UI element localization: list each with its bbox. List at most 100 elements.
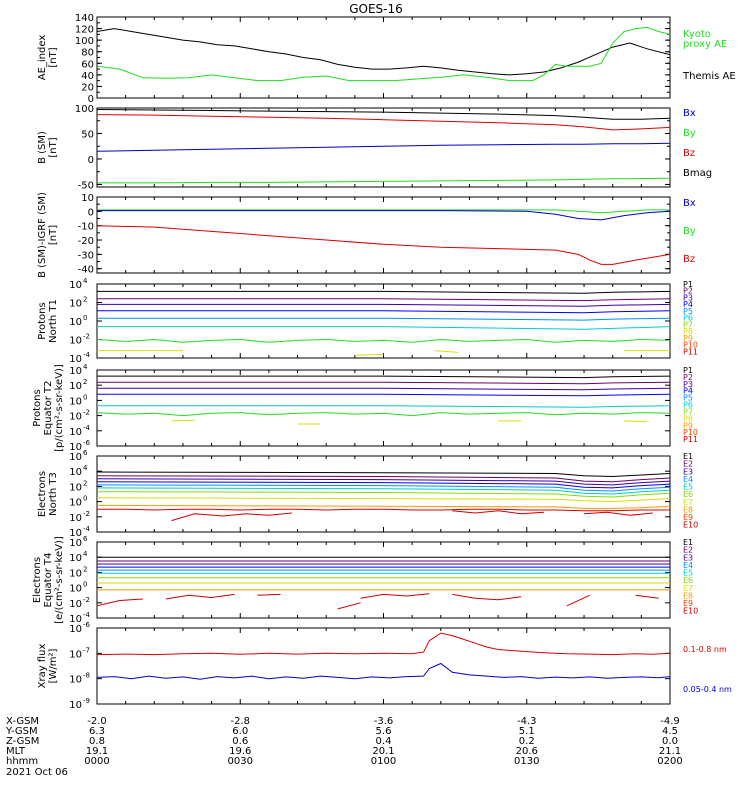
legend-entry: P8	[683, 414, 693, 423]
series-line	[97, 28, 670, 76]
y-axis-label: [nT]	[48, 225, 59, 245]
series-line	[97, 290, 670, 294]
series-line	[97, 412, 670, 417]
y-tick-label: 10	[69, 442, 82, 453]
y-tick-exponent: -2	[83, 409, 90, 417]
y-tick-label: 10	[69, 482, 82, 493]
series-group	[97, 632, 670, 680]
legend-entry: Bz	[683, 254, 695, 265]
y-tick-label: 10	[69, 700, 82, 711]
axis-row-value: 19.6	[229, 746, 251, 757]
y-axis-label: Protons	[37, 302, 48, 339]
legend-entry: P6	[683, 314, 693, 323]
axis-row-label: Y-GSM	[5, 726, 38, 737]
legend-entry: E4	[683, 475, 693, 484]
y-tick-label: -10	[78, 222, 94, 233]
y-tick-exponent: 2	[83, 296, 87, 304]
axis-row-label: hhmm	[6, 756, 38, 767]
y-tick-label: 10	[69, 452, 82, 463]
series-line	[452, 593, 522, 601]
series-line	[97, 508, 670, 512]
legend-entry: E9	[683, 513, 693, 522]
legend-entry: 0.1-0.8 nm	[683, 645, 727, 654]
y-tick-exponent: -2	[83, 596, 90, 604]
y-tick-exponent: -4	[83, 525, 91, 533]
axis-row-value: 0000	[84, 756, 109, 767]
y-tick-label: 10	[69, 538, 82, 549]
y-tick-label: 10	[69, 396, 82, 407]
axis-row-value: 0030	[228, 756, 253, 767]
series-line	[97, 114, 670, 131]
y-tick-label: 100	[75, 36, 94, 47]
series-line	[97, 209, 670, 214]
legend-entry: P9	[683, 421, 693, 430]
y-tick-label: 10	[69, 599, 82, 610]
series-line	[97, 381, 670, 385]
panel-bsm: -50 0 50 100 B (SM) [nT] Bx By Bz Bmag	[37, 104, 712, 191]
series-line	[97, 109, 670, 120]
legend-entry: proxy AE	[683, 39, 727, 50]
legend-entry: P6	[683, 401, 693, 410]
axis-row-value: -4.3	[517, 716, 537, 727]
y-axis-label: Protons	[32, 389, 43, 426]
y-tick-exponent: 2	[83, 479, 87, 487]
panel-frame	[96, 541, 671, 619]
axis-row-value: -2.8	[230, 716, 250, 727]
bottom-axis: X-GSM -2.0 -2.8 -3.6 -4.3 -4.9 Y-GSM 6.3 6.0 5.6 5…	[5, 716, 683, 767]
y-tick-exponent: 0	[83, 495, 87, 503]
y-axis-label: Equator T4	[43, 553, 54, 608]
legend-entry: E6	[683, 576, 693, 585]
series-group	[97, 471, 670, 522]
y-axis-label: [e/(cm²-s-sr-keV)]	[54, 536, 65, 624]
y-tick-label: 10	[69, 336, 82, 347]
series-line	[97, 298, 670, 302]
axis-row-label: MLT	[6, 746, 26, 757]
axis-row-value: -2.0	[87, 716, 107, 727]
legend-entry: Bmag	[683, 168, 712, 179]
y-tick-exponent: 2	[83, 565, 87, 573]
axis-row-value: 0130	[514, 756, 539, 767]
legend-entry: P3	[683, 293, 693, 302]
legend-entry: Kyoto	[683, 29, 711, 40]
legend-entry: E1	[683, 538, 693, 547]
series-line	[97, 393, 670, 397]
axis-row-value: 20.6	[516, 746, 538, 757]
y-tick-exponent: 6	[83, 449, 88, 457]
series-group	[97, 556, 670, 610]
y-axis-label: North T1	[48, 299, 59, 343]
legend-entry: P10	[683, 341, 698, 350]
y-axis-label: B (SM)	[37, 131, 48, 164]
series-line	[624, 420, 648, 423]
legend-entry: E10	[683, 521, 698, 530]
y-tick-label: 10	[69, 354, 82, 365]
y-tick-label: 10	[69, 553, 82, 564]
y-tick-exponent: 0	[83, 581, 87, 589]
series-group	[97, 209, 670, 265]
legend-entry: P7	[683, 407, 693, 416]
series-line	[566, 594, 591, 607]
axis-row-value: 19.1	[86, 746, 108, 757]
y-tick-exponent: -2	[83, 510, 90, 518]
series-line	[97, 598, 143, 607]
axis-row-value: 0.2	[519, 736, 535, 747]
legend-entry: E8	[683, 505, 693, 514]
y-tick-exponent: -9	[83, 697, 90, 705]
legend-entry: E3	[683, 467, 693, 476]
y-axis-label: North T3	[48, 472, 59, 516]
y-axis-label: AE_index	[37, 35, 48, 81]
legend-entry: E9	[683, 599, 693, 608]
y-tick-label: 100	[75, 104, 94, 115]
axis-row-value: 5.6	[376, 726, 392, 737]
legend-entry: E4	[683, 561, 693, 570]
y-tick-label: 10	[69, 614, 82, 625]
axis-row-label: Z-GSM	[6, 736, 39, 747]
y-tick-label: 10	[69, 280, 82, 291]
legend-entry: E5	[683, 483, 693, 492]
y-tick-label: 10	[69, 624, 82, 635]
legend-entry: E5	[683, 569, 693, 578]
legend-entry: E8	[683, 591, 693, 600]
